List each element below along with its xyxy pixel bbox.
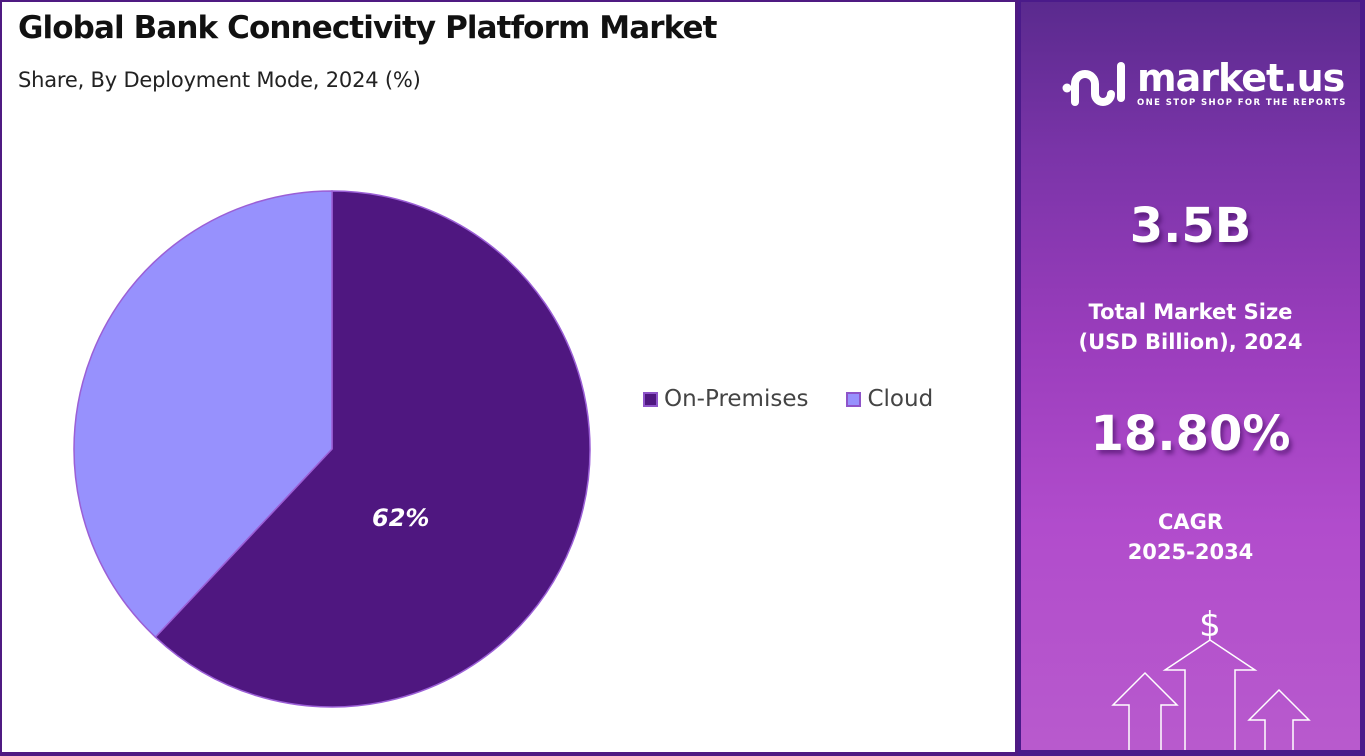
- chart-panel: Global Bank Connectivity Platform Market…: [0, 0, 1018, 756]
- legend-swatch-cloud: [846, 391, 862, 407]
- legend-label-cloud: Cloud: [867, 386, 934, 412]
- chart-subtitle: Share, By Deployment Mode, 2024 (%): [18, 68, 421, 92]
- pie-slice-on-premises[interactable]: [154, 190, 591, 708]
- brand-tagline: ONE STOP SHOP FOR THE REPORTS: [1137, 97, 1347, 108]
- cagr-value: 18.80%: [1090, 406, 1291, 462]
- pie-chart: [73, 190, 591, 708]
- legend-label-on-premises: On-Premises: [664, 386, 809, 412]
- legend-item-on-premises[interactable]: On-Premises: [643, 386, 808, 412]
- market-size-value: 3.5B: [1129, 198, 1252, 254]
- brand-name: market.us: [1137, 55, 1345, 100]
- dollar-icon: $: [1199, 605, 1221, 645]
- summary-sidebar: market.us ONE STOP SHOP FOR THE REPORTS …: [1021, 2, 1360, 750]
- pie-label-on-premises: 62%: [372, 504, 430, 532]
- growth-arrows-icon: $: [1111, 605, 1311, 750]
- market-us-logo-icon: [1062, 62, 1125, 106]
- market-size-label-line1: Total Market Size: [1088, 300, 1293, 324]
- pie-slice-cloud[interactable]: [73, 190, 333, 639]
- chart-legend: On-Premises Cloud: [643, 386, 971, 412]
- legend-item-cloud[interactable]: Cloud: [846, 386, 933, 412]
- cagr-label-line2: 2025-2034: [1127, 540, 1254, 564]
- market-size-label-line2: (USD Billion), 2024: [1078, 330, 1303, 354]
- cagr-label-line1: CAGR: [1157, 510, 1224, 534]
- brand-logo: market.us ONE STOP SHOP FOR THE REPORTS: [1061, 58, 1347, 108]
- legend-swatch-on-premises: [643, 391, 658, 407]
- chart-title: Global Bank Connectivity Platform Market: [18, 10, 717, 46]
